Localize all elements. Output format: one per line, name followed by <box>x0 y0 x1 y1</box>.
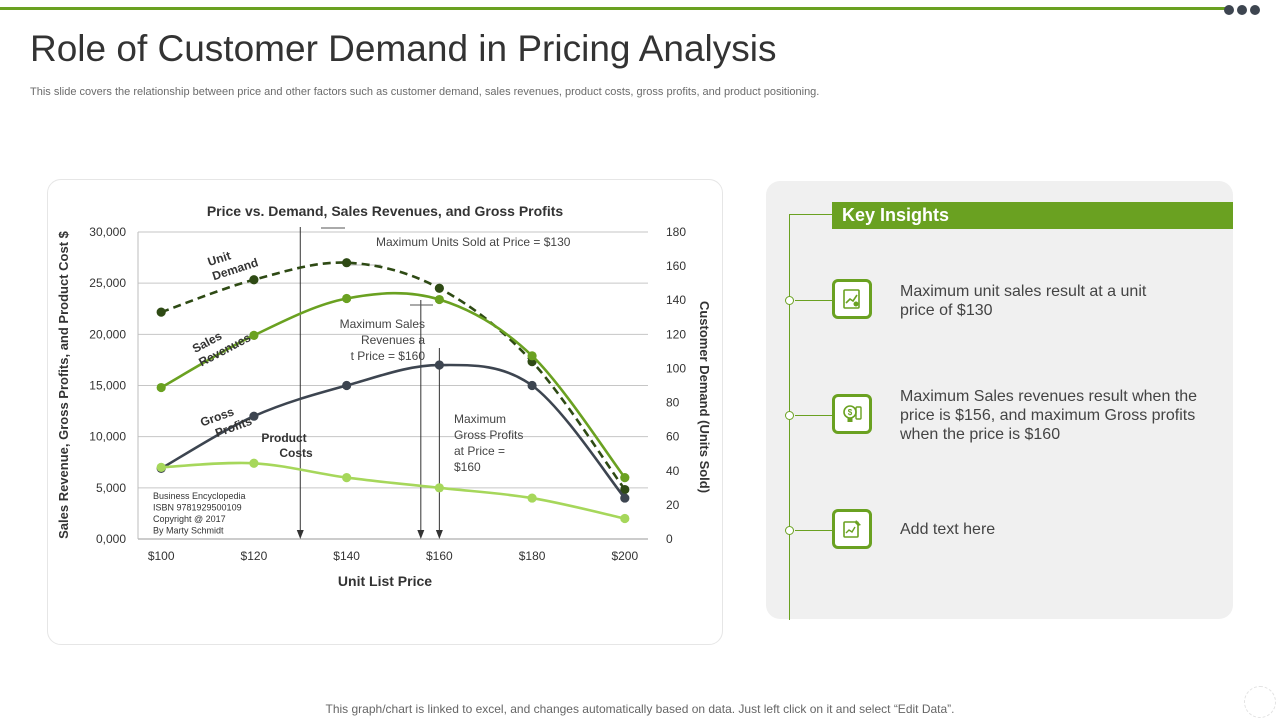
data-point <box>156 307 166 317</box>
x-axis-title: Unit List Price <box>338 573 432 589</box>
y2-tick-label: 0 <box>666 532 673 546</box>
data-point <box>156 462 166 472</box>
svg-text:$: $ <box>848 408 853 417</box>
y-axis-title: Sales Revenue, Gross Profits, and Produc… <box>56 230 71 539</box>
timeline-node <box>785 526 794 535</box>
insight-text: Maximum unit sales result at a unit pric… <box>900 283 1147 319</box>
timeline-header-connector <box>789 214 832 215</box>
chart-title: Price vs. Demand, Sales Revenues, and Gr… <box>207 203 564 219</box>
y2-tick-label: 60 <box>666 430 680 444</box>
timeline-connector <box>795 415 832 416</box>
chart-card[interactable]: 0,000 5,000 10,000 15,000 20,000 25,000 30,000… <box>47 179 723 645</box>
data-point <box>249 330 259 340</box>
insight-icon-box <box>832 509 872 549</box>
source-note-line: Copyright @ 2017 <box>153 514 226 524</box>
data-point <box>434 283 444 293</box>
insight-text: Maximum Sales revenues result when the p… <box>900 388 1198 443</box>
y-tick-label: 0,000 <box>96 532 126 546</box>
y-tick-label: 15,000 <box>89 379 126 393</box>
data-point <box>342 293 352 304</box>
y2-tick-label: 180 <box>666 225 686 239</box>
source-note-line: Business Encyclopedia <box>153 491 246 501</box>
annotation-arrowhead <box>417 530 425 539</box>
x-tick-label: $160 <box>426 549 453 563</box>
annotation-arrowhead <box>435 530 443 539</box>
price-demand-chart[interactable]: 0,000 5,000 10,000 15,000 20,000 25,000 30,000… <box>48 180 722 644</box>
series-label: Product Costs <box>261 431 313 460</box>
data-point <box>434 294 444 305</box>
y-tick-label: 5,000 <box>96 481 126 495</box>
key-insights-header: Key Insights <box>832 202 1233 229</box>
y-tick-label: 30,000 <box>89 225 126 239</box>
x-tick-label: $100 <box>148 549 175 563</box>
series-line <box>160 261 626 491</box>
series-line <box>161 461 626 520</box>
data-point <box>156 382 166 393</box>
annotation-text: Maximum Gross Profits at Price = $160 <box>454 412 523 474</box>
data-point <box>527 493 537 503</box>
y2-tick-label: 140 <box>666 293 686 307</box>
timeline-node <box>785 411 794 420</box>
y2-tick-label: 80 <box>666 396 680 410</box>
data-point <box>620 513 630 524</box>
insight-text: Add text here <box>900 521 996 538</box>
y-tick-label: 10,000 <box>89 430 126 444</box>
data-point <box>434 360 444 370</box>
insight-icon-box: $ <box>832 394 872 434</box>
series-line <box>160 291 626 479</box>
data-point <box>620 493 630 503</box>
data-point <box>527 351 537 361</box>
data-point <box>249 275 259 285</box>
y-tick-label: 20,000 <box>89 327 126 341</box>
menu-dots-icon <box>1224 4 1264 16</box>
y2-axis-title: Customer Demand (Units Sold) <box>697 301 712 493</box>
x-tick-label: $180 <box>519 549 546 563</box>
timeline-connector <box>795 530 832 531</box>
dollar-bulb-icon: $ <box>843 405 862 422</box>
source-note-line: By Marty Schmidt <box>153 526 224 536</box>
data-point <box>342 473 352 483</box>
data-point <box>342 258 352 268</box>
data-point <box>342 380 352 391</box>
corner-decoration <box>1244 686 1276 718</box>
data-point <box>249 411 259 421</box>
x-tick-label: $140 <box>333 549 360 563</box>
data-point <box>434 483 444 493</box>
y-tick-label: 25,000 <box>89 276 126 290</box>
y2-tick-label: 100 <box>666 361 686 375</box>
source-note-line: ISBN 9781929500109 <box>153 503 242 513</box>
annotation-text: Maximum Units Sold at Price = $130 <box>376 235 571 249</box>
data-point <box>249 458 259 468</box>
top-accent-line <box>0 7 1226 10</box>
insight-icon-box <box>832 279 872 319</box>
data-point <box>527 380 537 391</box>
y2-tick-label: 120 <box>666 327 686 341</box>
series-line <box>160 363 626 499</box>
timeline-node <box>785 296 794 305</box>
report-pin-icon <box>843 520 861 538</box>
data-point <box>620 473 630 483</box>
page-subtitle: This slide covers the relationship betwe… <box>30 86 820 98</box>
page-title: Role of Customer Demand in Pricing Analy… <box>30 28 777 69</box>
y2-tick-label: 40 <box>666 464 680 478</box>
y2-tick-label: 160 <box>666 259 686 273</box>
timeline-connector <box>795 300 832 301</box>
chart-document-icon <box>843 289 860 309</box>
footer-note: This graph/chart is linked to excel, and… <box>325 702 955 716</box>
series-label: SalesRevenues <box>189 317 253 369</box>
y2-tick-label: 20 <box>666 498 680 512</box>
x-tick-label: $200 <box>611 549 638 563</box>
annotation-arrowhead <box>296 530 304 539</box>
x-tick-label: $120 <box>241 549 268 563</box>
data-point <box>620 484 630 495</box>
